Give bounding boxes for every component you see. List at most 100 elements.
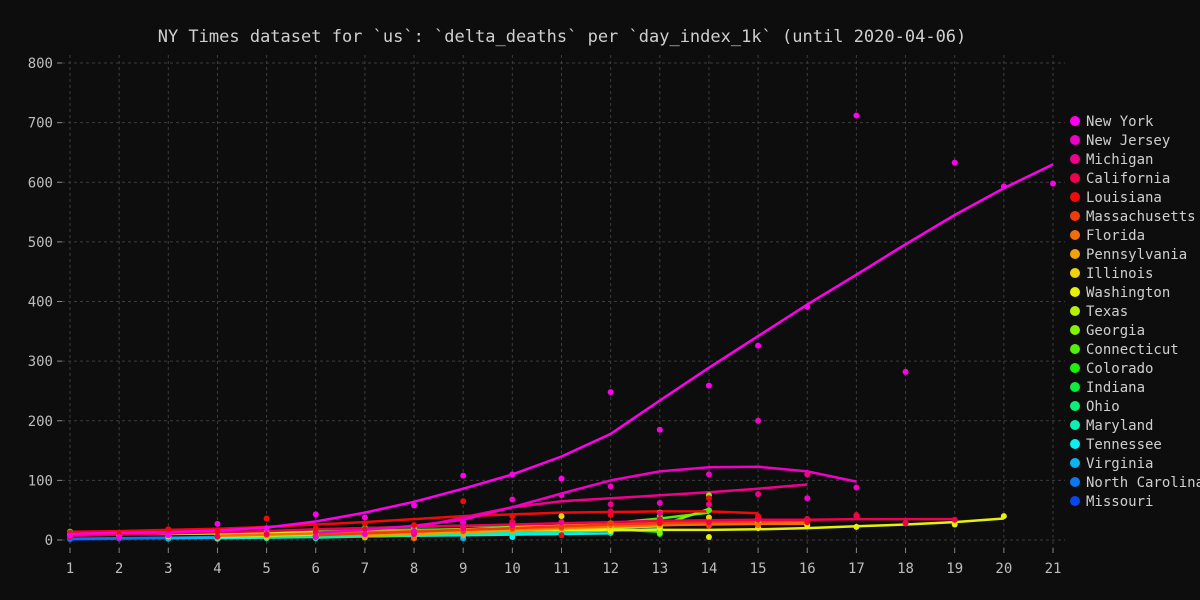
point-new-york [116,534,123,541]
point-michigan [460,525,467,532]
x-tick-label: 21 [1045,561,1062,577]
legend-label-pennsylvania: Pennsylvania [1086,247,1187,263]
point-new-york [1000,183,1007,190]
y-tick-label: 800 [28,56,53,72]
point-new-jersey [755,417,762,424]
point-new-york [460,472,467,479]
x-tick-label: 13 [651,561,668,577]
legend-label-indiana: Indiana [1086,380,1145,396]
point-illinois [705,514,712,521]
x-tick-label: 15 [750,561,767,577]
point-new-york [361,514,368,521]
point-new-jersey [411,528,418,535]
point-new-jersey [509,496,516,503]
point-illinois [558,513,565,520]
legend-label-washington: Washington [1086,285,1170,301]
legend-label-new-york: New York [1086,114,1154,130]
point-new-york [214,520,221,527]
x-tick-label: 6 [312,561,320,577]
y-tick-label: 100 [28,473,53,489]
point-california [951,516,958,523]
legend-label-tennessee: Tennessee [1086,437,1162,453]
x-tick-label: 3 [164,561,172,577]
point-michigan [656,510,663,517]
point-new-jersey [804,495,811,502]
data-points [67,112,1056,543]
legend-marker-florida [1070,230,1080,240]
legend-label-illinois: Illinois [1086,266,1153,282]
x-tick-label: 9 [459,561,467,577]
y-tick-label: 0 [45,533,53,549]
y-tick-label: 600 [28,175,53,191]
x-tick-label: 14 [701,561,718,577]
y-tick-label: 500 [28,235,53,251]
x-tick-label: 12 [602,561,619,577]
x-tick-label: 18 [897,561,914,577]
point-new-jersey [705,471,712,478]
point-new-jersey [656,500,663,507]
legend-marker-indiana [1070,382,1080,392]
point-new-york [902,368,909,375]
point-michigan [509,522,516,529]
point-new-jersey [558,492,565,499]
point-louisiana [656,520,663,527]
legend-marker-georgia [1070,325,1080,335]
point-california [263,531,270,538]
trend-line-new-york [69,163,1054,536]
point-washington [1000,513,1007,520]
point-michigan [607,501,614,508]
point-new-york [67,532,73,539]
legend-marker-texas [1070,306,1080,316]
point-california [656,516,663,523]
x-tick-label: 16 [799,561,816,577]
legend-label-virginia: Virginia [1086,456,1153,472]
point-california [755,516,762,523]
x-tick-label: 1 [66,561,74,577]
point-new-york [656,426,663,433]
legend-marker-missouri [1070,496,1080,506]
point-new-york [558,475,565,482]
y-tick-label: 300 [28,354,53,370]
legend-marker-connecticut [1070,344,1080,354]
y-tick-label: 200 [28,414,53,430]
legend-marker-pennsylvania [1070,249,1080,259]
legend-marker-north-carolina [1070,477,1080,487]
x-tick-label: 4 [213,561,221,577]
point-new-york [853,112,860,119]
point-new-york [951,159,958,166]
legend-label-california: California [1086,171,1170,187]
point-louisiana [558,532,565,539]
x-tick-label: 17 [848,561,865,577]
legend-label-new-jersey: New Jersey [1086,133,1170,149]
point-new-york [263,525,270,532]
legend-marker-illinois [1070,268,1080,278]
trend-lines [69,163,1054,541]
legend-marker-new-jersey [1070,135,1080,145]
point-california [361,526,368,533]
point-new-york [1050,180,1056,187]
point-new-york [705,382,712,389]
point-california [853,513,860,520]
point-connecticut [705,507,712,514]
legend-label-ohio: Ohio [1086,399,1120,415]
point-new-jersey [361,531,368,538]
point-new-york [755,342,762,349]
point-new-jersey [607,483,614,490]
point-michigan [705,501,712,508]
x-tick-label: 10 [504,561,521,577]
legend-label-missouri: Missouri [1086,494,1153,510]
legend-marker-michigan [1070,154,1080,164]
point-louisiana [263,515,270,522]
point-tennessee [509,534,516,541]
point-michigan [755,491,762,498]
point-michigan [804,471,811,478]
legend-label-georgia: Georgia [1086,323,1145,339]
point-new-york [607,389,614,396]
legend-label-texas: Texas [1086,304,1128,320]
legend-marker-maryland [1070,420,1080,430]
point-california [312,528,319,535]
point-washington [607,528,614,535]
x-axis: 1 2 3 4 5 6 7 8 9 10 11 12 13 14 15 16 17 18 19 20 21 [66,548,1062,577]
point-new-york [509,471,516,478]
